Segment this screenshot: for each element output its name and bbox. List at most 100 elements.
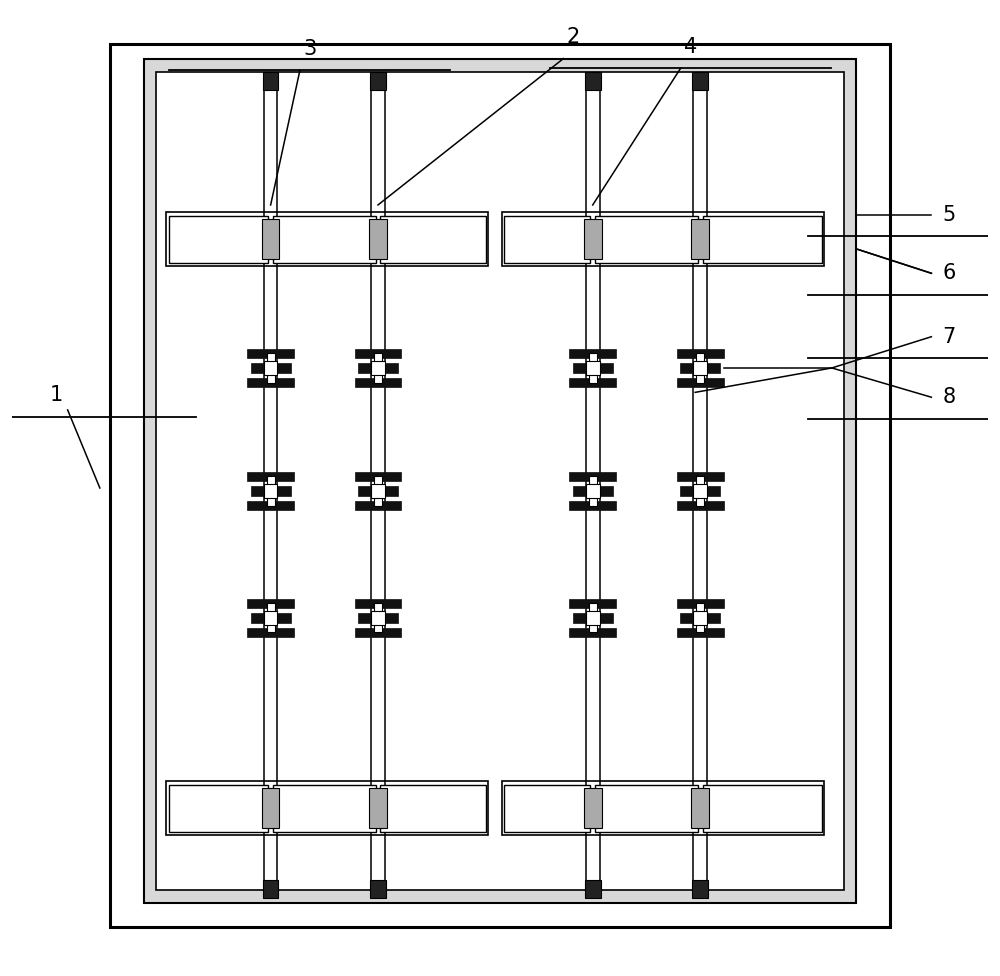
- Bar: [569, 378, 616, 386]
- Bar: [263, 880, 278, 898]
- Bar: [369, 788, 387, 829]
- Bar: [247, 598, 294, 607]
- Bar: [692, 880, 708, 898]
- Bar: [584, 788, 602, 829]
- Bar: [569, 629, 616, 637]
- Bar: [585, 880, 601, 898]
- Text: 7: 7: [942, 327, 956, 346]
- Bar: [380, 216, 486, 263]
- Bar: [267, 476, 275, 506]
- Bar: [355, 348, 401, 357]
- Bar: [358, 613, 398, 623]
- Bar: [166, 781, 488, 835]
- Bar: [369, 219, 387, 260]
- Text: 4: 4: [684, 37, 697, 57]
- Bar: [502, 781, 824, 835]
- Bar: [263, 72, 278, 90]
- Bar: [267, 603, 275, 632]
- Bar: [251, 486, 291, 496]
- Bar: [110, 44, 890, 927]
- Bar: [247, 471, 294, 480]
- Bar: [589, 603, 597, 632]
- Bar: [677, 598, 724, 607]
- Bar: [251, 613, 291, 623]
- Bar: [680, 363, 720, 373]
- Bar: [358, 486, 398, 496]
- Text: 2: 2: [567, 27, 580, 47]
- Bar: [251, 363, 291, 373]
- Bar: [677, 629, 724, 637]
- Bar: [355, 471, 401, 480]
- Bar: [502, 212, 824, 265]
- Bar: [693, 361, 707, 375]
- Bar: [169, 216, 268, 263]
- Bar: [696, 353, 704, 383]
- Bar: [696, 476, 704, 506]
- Bar: [703, 216, 822, 263]
- Bar: [371, 361, 385, 375]
- Bar: [247, 348, 294, 357]
- Bar: [156, 72, 844, 890]
- Bar: [677, 502, 724, 509]
- Bar: [273, 216, 376, 263]
- Bar: [371, 611, 385, 625]
- Bar: [692, 72, 708, 90]
- Bar: [573, 486, 613, 496]
- Bar: [267, 353, 275, 383]
- Bar: [680, 613, 720, 623]
- Bar: [584, 219, 602, 260]
- Bar: [374, 353, 382, 383]
- Bar: [569, 348, 616, 357]
- Bar: [247, 502, 294, 509]
- Bar: [595, 785, 698, 832]
- Bar: [374, 603, 382, 632]
- Bar: [355, 629, 401, 637]
- Bar: [680, 486, 720, 496]
- Bar: [586, 611, 600, 625]
- Bar: [374, 476, 382, 506]
- Bar: [696, 603, 704, 632]
- Bar: [589, 476, 597, 506]
- Bar: [247, 629, 294, 637]
- Text: 6: 6: [942, 264, 956, 283]
- Bar: [166, 212, 488, 265]
- Bar: [585, 72, 601, 90]
- Bar: [370, 72, 386, 90]
- Bar: [264, 361, 277, 375]
- Bar: [573, 613, 613, 623]
- Bar: [586, 484, 600, 498]
- Bar: [569, 502, 616, 509]
- Bar: [589, 353, 597, 383]
- Text: 5: 5: [942, 205, 956, 224]
- Bar: [247, 378, 294, 386]
- Bar: [264, 611, 277, 625]
- Bar: [358, 363, 398, 373]
- Bar: [677, 378, 724, 386]
- Bar: [573, 363, 613, 373]
- Bar: [504, 216, 590, 263]
- Bar: [355, 502, 401, 509]
- Bar: [677, 471, 724, 480]
- Bar: [569, 471, 616, 480]
- Text: 8: 8: [942, 387, 956, 407]
- Bar: [691, 788, 709, 829]
- Bar: [355, 378, 401, 386]
- Bar: [693, 611, 707, 625]
- Bar: [273, 785, 376, 832]
- Bar: [595, 216, 698, 263]
- Text: 1: 1: [49, 386, 63, 405]
- Bar: [355, 598, 401, 607]
- Bar: [370, 880, 386, 898]
- Bar: [262, 219, 279, 260]
- Bar: [504, 785, 590, 832]
- Bar: [371, 484, 385, 498]
- Bar: [691, 219, 709, 260]
- Bar: [144, 59, 856, 903]
- Bar: [262, 788, 279, 829]
- Bar: [693, 484, 707, 498]
- Text: 3: 3: [303, 39, 316, 59]
- Bar: [586, 361, 600, 375]
- Bar: [380, 785, 486, 832]
- Bar: [169, 785, 268, 832]
- Bar: [677, 348, 724, 357]
